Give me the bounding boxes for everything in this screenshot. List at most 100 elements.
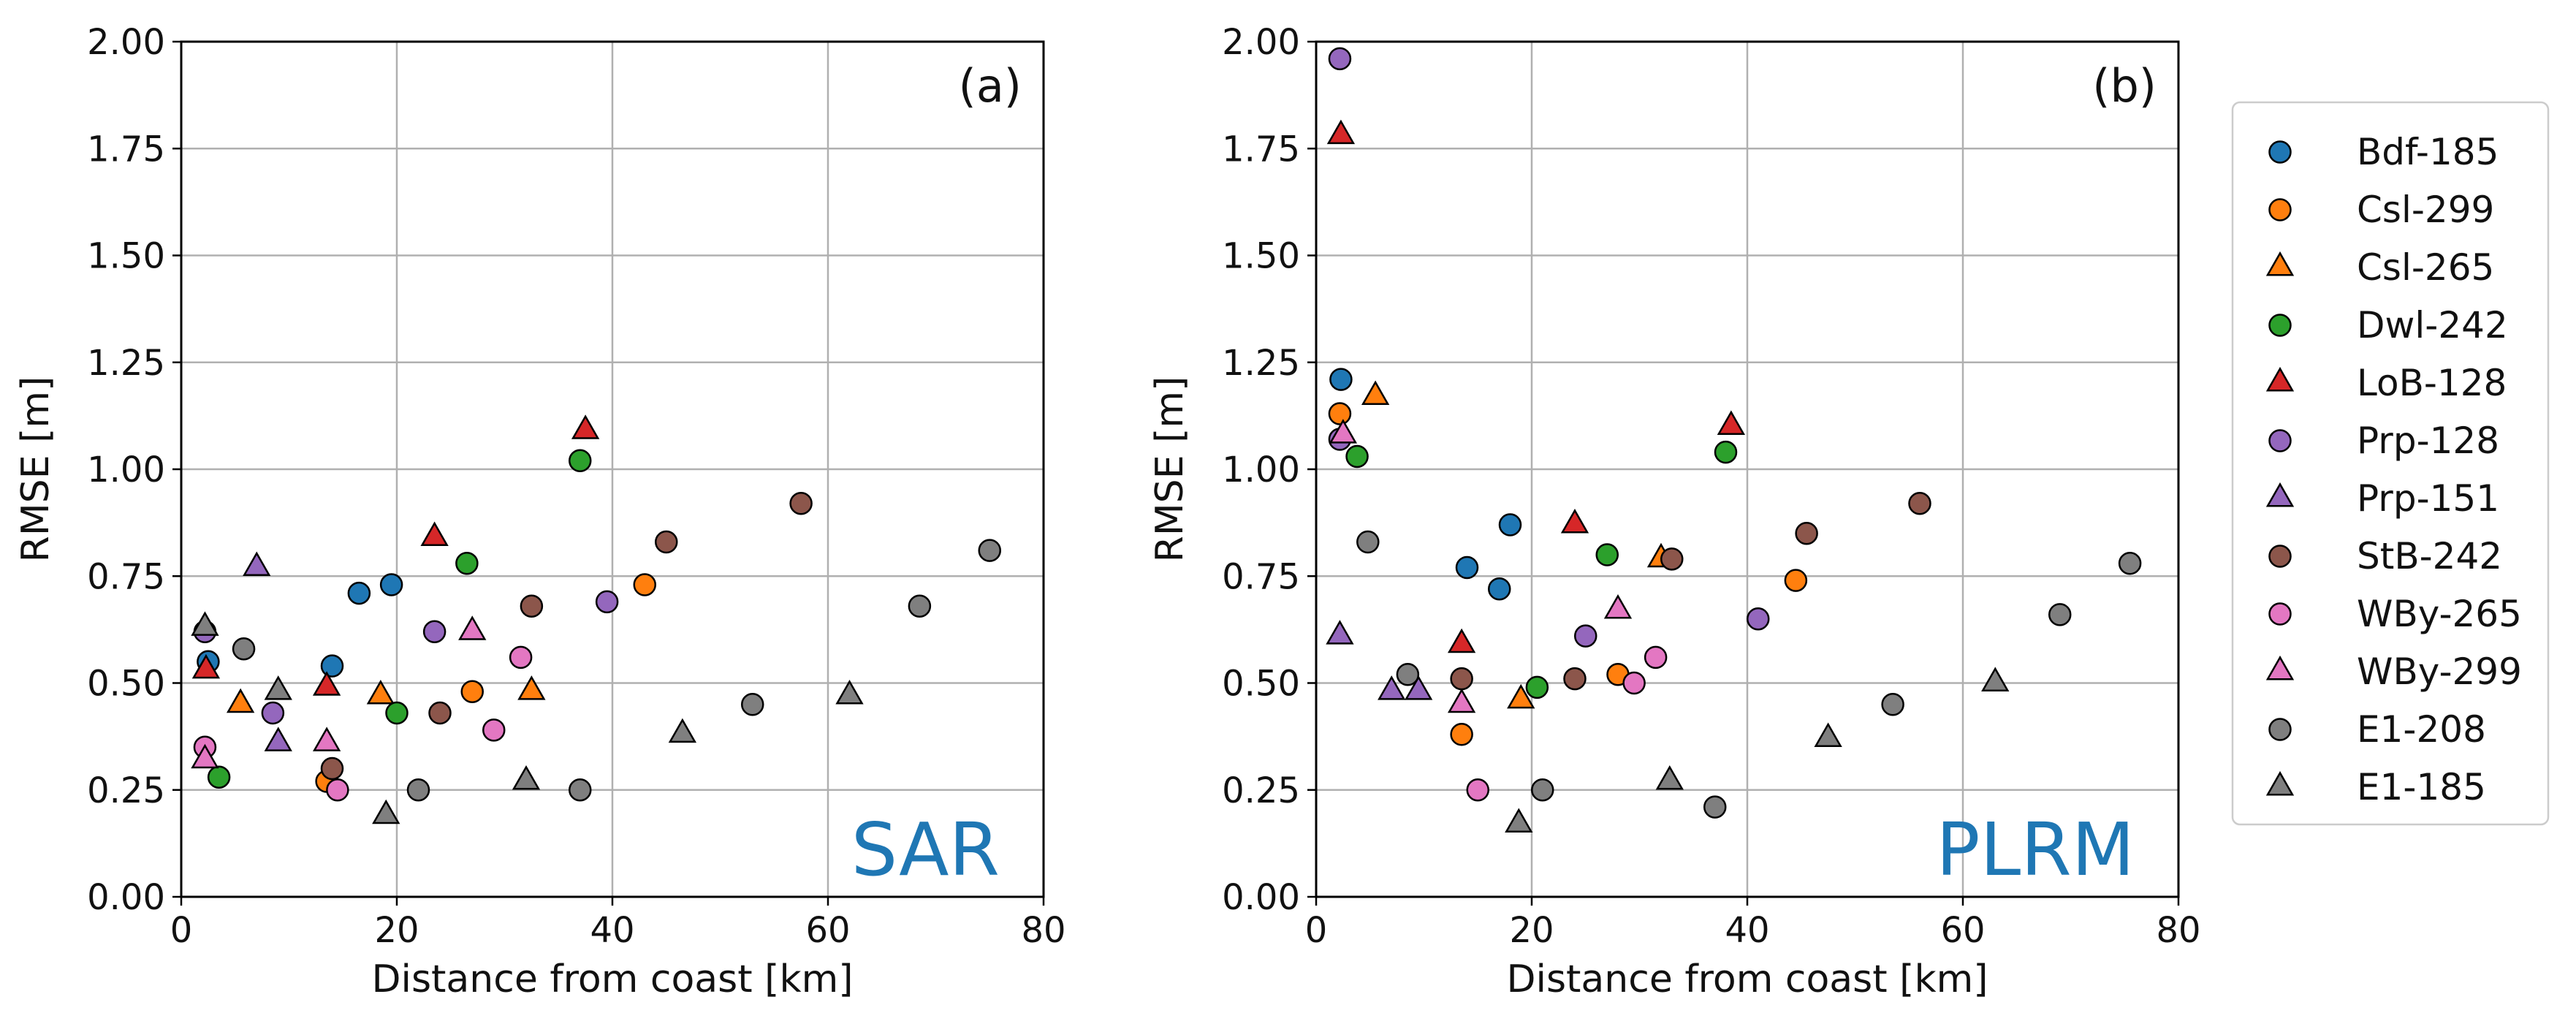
point-e1-208 (1881, 693, 1904, 716)
point-lob-128 (571, 414, 600, 439)
point-wby-299 (458, 615, 487, 640)
point-stb-242 (655, 530, 678, 554)
point-prp-128 (1574, 624, 1597, 648)
legend-label: StB-242 (2357, 535, 2502, 577)
x-tick-label: 20 (374, 910, 419, 951)
point-e1-208 (741, 693, 764, 716)
plot-frame (180, 40, 1045, 898)
y-tick-label: 0.75 (87, 556, 165, 597)
point-e1-185 (835, 679, 864, 705)
x-tick-label: 60 (1940, 910, 1985, 951)
point-prp-128 (261, 701, 285, 725)
point-csl-299 (1328, 402, 1352, 425)
x-axis-label: Distance from coast [km] (371, 957, 853, 1001)
y-tick-label: 0.25 (1222, 770, 1300, 811)
point-stb-242 (1660, 547, 1684, 571)
legend-marker (2265, 366, 2295, 392)
legend-marker (2265, 655, 2295, 680)
point-stb-242 (1908, 492, 1931, 515)
point-lob-128 (1447, 628, 1476, 653)
point-csl-299 (460, 680, 484, 703)
point-bdf-185 (1498, 513, 1522, 536)
point-lob-128 (420, 521, 449, 547)
point-prp-128 (595, 590, 619, 614)
x-tick-label: 0 (170, 910, 193, 951)
point-stb-242 (520, 594, 544, 618)
point-csl-299 (633, 573, 656, 596)
y-tick-label: 1.75 (87, 129, 165, 170)
point-lob-128 (1326, 119, 1356, 145)
point-wby-299 (1447, 688, 1476, 713)
y-tick-label: 1.50 (87, 236, 165, 277)
point-e1-208 (1531, 778, 1554, 802)
legend-marker (2265, 482, 2295, 507)
point-e1-208 (2048, 603, 2072, 626)
point-lob-128 (1560, 508, 1589, 534)
y-tick-label: 1.75 (1222, 129, 1300, 170)
y-tick-label: 0.00 (87, 877, 165, 918)
point-e1-208 (232, 637, 256, 661)
x-tick-label: 80 (2156, 910, 2200, 951)
panel-b: 0 20 40 60 80 0.00 0.25 0.50 0.75 1.00 1.25 1.50 1.7… (1148, 22, 2201, 1001)
point-lob-128 (191, 653, 221, 679)
point-e1-208 (1356, 530, 1380, 554)
point-wby-265 (326, 778, 349, 802)
point-csl-265 (366, 679, 395, 705)
point-e1-185 (1655, 765, 1684, 790)
point-prp-151 (1378, 675, 1406, 700)
point-csl-299 (1784, 569, 1808, 592)
point-wby-265 (509, 645, 533, 670)
x-tick-label: 80 (1021, 910, 1065, 951)
point-dwl-242 (569, 449, 592, 473)
point-wby-265 (1622, 671, 1646, 695)
legend-label: LoB-128 (2357, 362, 2507, 404)
panel-label: (a) (959, 59, 1022, 113)
point-wby-299 (1603, 593, 1633, 619)
point-e1-185 (668, 718, 697, 743)
panel-label: (b) (2092, 59, 2157, 113)
point-stb-242 (1795, 522, 1818, 545)
point-bdf-185 (1329, 368, 1353, 391)
point-stb-242 (789, 492, 813, 515)
point-e1-208 (1703, 795, 1727, 819)
y-tick-label: 2.00 (1222, 22, 1300, 63)
point-lob-128 (1717, 410, 1746, 435)
point-e1-185 (1981, 667, 2010, 691)
point-e1-185 (191, 611, 219, 636)
legend-label: WBy-299 (2357, 651, 2522, 693)
point-stb-242 (1563, 667, 1587, 691)
point-dwl-242 (1525, 675, 1549, 699)
y-tick-label: 2.00 (87, 22, 165, 63)
point-csl-265 (1361, 380, 1390, 405)
point-prp-151 (243, 551, 271, 576)
point-wby-265 (1466, 778, 1489, 802)
point-e1-185 (1814, 722, 1842, 747)
point-dwl-242 (455, 551, 479, 575)
point-prp-128 (1328, 47, 1352, 71)
y-tick-label: 0.00 (1222, 877, 1300, 918)
point-bdf-185 (379, 573, 403, 596)
legend-label: E1-185 (2357, 766, 2486, 808)
point-stb-242 (320, 756, 344, 781)
point-bdf-185 (320, 654, 344, 678)
y-axis-label: RMSE [m] (14, 376, 58, 563)
x-tick-label: 20 (1509, 910, 1554, 951)
point-e1-185 (1505, 808, 1533, 833)
point-e1-185 (264, 675, 292, 700)
point-wby-265 (482, 718, 506, 742)
y-tick-label: 1.00 (1222, 450, 1300, 490)
point-stb-242 (1450, 667, 1473, 691)
panel-a: 0 20 40 60 80 0.00 0.25 0.50 0.75 1.00 1.25 1.50 1.7… (14, 22, 1066, 1001)
point-e1-208 (978, 539, 1001, 562)
legend-marker (2268, 602, 2292, 626)
point-e1-208 (1396, 663, 1420, 686)
x-tick-label: 60 (805, 910, 850, 951)
point-csl-299 (1450, 722, 1473, 746)
y-tick-label: 0.50 (1222, 664, 1300, 705)
legend-marker (2268, 429, 2292, 452)
x-tick-label: 40 (1725, 910, 1769, 951)
method-label: SAR (851, 807, 1000, 892)
legend-label: Dwl-242 (2357, 304, 2508, 346)
y-axis-label: RMSE [m] (1148, 376, 1192, 563)
